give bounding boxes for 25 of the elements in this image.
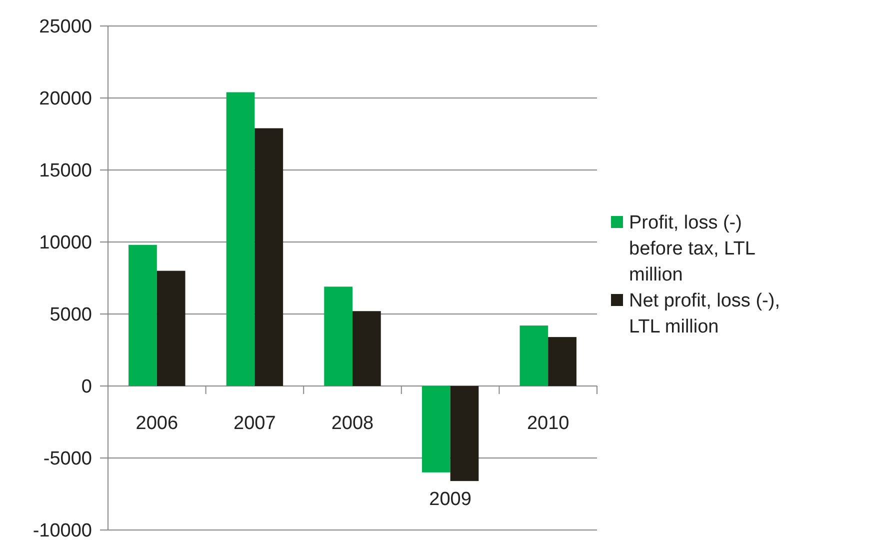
bar xyxy=(324,286,352,386)
y-tick-label: -5000 xyxy=(43,448,92,470)
bar xyxy=(450,386,479,482)
x-tick-label: 2008 xyxy=(331,413,374,434)
x-tick-label: 2010 xyxy=(526,413,570,434)
bar xyxy=(156,270,186,386)
bar xyxy=(352,311,381,386)
y-tick-label: 10000 xyxy=(39,232,92,254)
bar xyxy=(128,244,157,386)
x-tick-label: 2007 xyxy=(234,413,276,434)
y-tick-label: 15000 xyxy=(39,160,92,182)
y-tick-label: 5000 xyxy=(50,304,92,326)
y-tick-label: -10000 xyxy=(32,520,92,540)
legend-label: Profit, loss (-) before tax, LTL million xyxy=(629,212,756,286)
legend-label: Net profit, loss (-), LTL million xyxy=(629,290,780,338)
y-tick-label: 25000 xyxy=(39,16,92,38)
bar xyxy=(520,326,548,386)
bar xyxy=(226,92,255,386)
y-tick-label: 20000 xyxy=(39,88,92,110)
x-tick-label: 2006 xyxy=(136,413,178,434)
y-tick-label: 0 xyxy=(81,376,92,398)
bar xyxy=(422,386,450,472)
bar xyxy=(548,337,576,386)
x-tick-label: 2009 xyxy=(429,489,472,510)
bar xyxy=(254,128,284,386)
